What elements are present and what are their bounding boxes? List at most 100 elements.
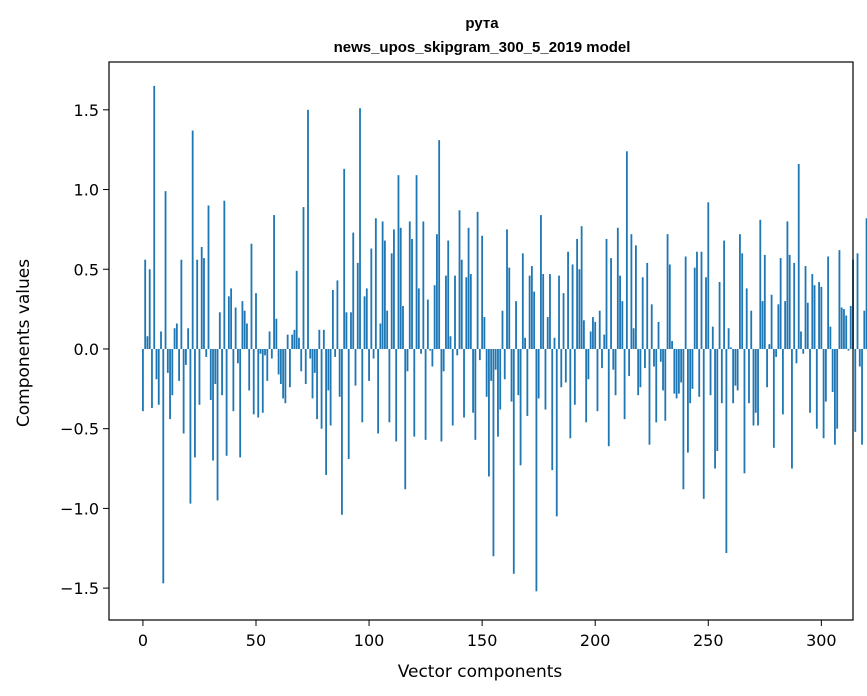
bar [858, 348, 861, 367]
bar [402, 305, 404, 349]
bar [393, 229, 395, 349]
y-tick-label: 1.0 [74, 181, 99, 200]
bar [160, 331, 162, 349]
bar [795, 348, 798, 364]
bar [589, 331, 592, 349]
bar [354, 348, 357, 386]
bar [467, 227, 470, 349]
bar [847, 348, 850, 351]
bar [381, 221, 384, 349]
bar [573, 348, 576, 405]
bar [449, 336, 452, 349]
bar [216, 348, 219, 501]
bar [802, 348, 805, 354]
bar [576, 238, 579, 349]
bar [865, 218, 867, 349]
bar [644, 348, 646, 369]
bar [386, 310, 389, 349]
bar [164, 191, 167, 349]
bar [218, 312, 221, 349]
bar [424, 348, 427, 440]
x-tick-label: 300 [806, 631, 837, 650]
bar [338, 348, 341, 397]
bar [198, 348, 201, 405]
bar [248, 348, 251, 391]
bar [363, 296, 366, 349]
bar [420, 348, 422, 354]
bar [528, 275, 531, 349]
bar [327, 348, 330, 391]
bar [169, 348, 171, 420]
bar [144, 259, 147, 349]
bar [838, 250, 841, 349]
bar [655, 348, 658, 423]
bar [465, 277, 468, 349]
bar [623, 348, 626, 420]
y-tick-label: 0.5 [74, 260, 99, 279]
bar [458, 210, 461, 349]
bar [585, 348, 588, 423]
bar [533, 291, 536, 349]
bar [166, 348, 169, 373]
bar [587, 348, 590, 380]
x-tick-label: 150 [467, 631, 498, 650]
chart-title: рута [465, 15, 499, 32]
y-tick-label: −0.5 [60, 420, 99, 439]
bar [555, 348, 558, 517]
bar [334, 348, 337, 357]
bar [146, 336, 149, 349]
bar [429, 348, 432, 351]
bars-group [142, 85, 867, 592]
bar [275, 318, 278, 349]
bar [689, 348, 692, 404]
bar [560, 348, 563, 388]
bar [840, 307, 843, 349]
bar [650, 304, 653, 349]
bar [596, 348, 599, 412]
bar [492, 348, 495, 557]
bar [786, 221, 789, 349]
bar [625, 151, 628, 349]
bar [748, 348, 750, 404]
bar [503, 348, 506, 380]
bar [209, 348, 212, 400]
bar [863, 310, 866, 349]
bar [399, 227, 402, 349]
bar [734, 348, 737, 386]
bar [207, 205, 210, 349]
bar [252, 348, 255, 415]
bar [282, 348, 285, 399]
bar [763, 254, 766, 349]
bar [250, 243, 253, 349]
bar [671, 341, 673, 349]
bar [422, 221, 425, 349]
bar [302, 207, 305, 349]
bar [818, 282, 820, 349]
bar [637, 348, 640, 396]
bar [553, 337, 556, 349]
bar [813, 285, 816, 349]
bar [241, 301, 244, 349]
bar [761, 301, 764, 349]
bar [255, 293, 257, 349]
bar [508, 267, 511, 349]
bar [648, 348, 651, 445]
bar [261, 348, 264, 413]
bar [544, 348, 547, 410]
bar [368, 348, 370, 381]
bar [725, 348, 728, 554]
bar [454, 275, 456, 349]
bar [628, 348, 631, 377]
bar [526, 348, 529, 416]
bar [700, 251, 703, 349]
bar [551, 348, 554, 471]
bar [325, 348, 327, 475]
bar [191, 130, 194, 349]
bar [510, 348, 513, 402]
bar [311, 348, 314, 399]
bar [499, 348, 502, 410]
bar [456, 348, 459, 356]
bar [411, 238, 413, 349]
bar [175, 323, 178, 349]
bar [318, 329, 321, 349]
